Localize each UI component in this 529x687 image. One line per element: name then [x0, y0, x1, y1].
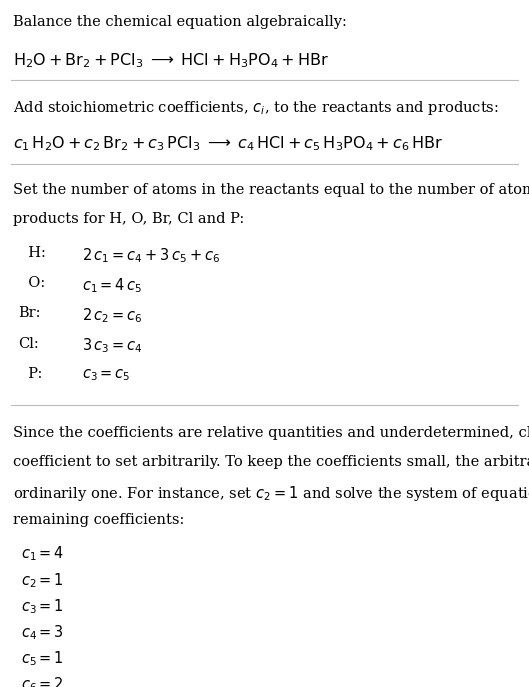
Text: ordinarily one. For instance, set $c_2 = 1$ and solve the system of equations fo: ordinarily one. For instance, set $c_2 =…	[13, 484, 529, 503]
Text: $c_2 = 1$: $c_2 = 1$	[21, 571, 64, 589]
Text: $c_1 = 4\,c_5$: $c_1 = 4\,c_5$	[82, 276, 142, 295]
Text: $\mathrm{H_2O + Br_2 + PCl_3 \;\longrightarrow\; HCl + H_3PO_4 + HBr}$: $\mathrm{H_2O + Br_2 + PCl_3 \;\longrigh…	[13, 51, 330, 69]
Text: $c_6 = 2$: $c_6 = 2$	[21, 675, 64, 687]
Text: $3\,c_3 = c_4$: $3\,c_3 = c_4$	[82, 337, 143, 355]
Text: H:: H:	[19, 246, 45, 260]
Text: $c_1\,\mathrm{H_2O} + c_2\,\mathrm{Br_2} + c_3\,\mathrm{PCl_3} \;\longrightarrow: $c_1\,\mathrm{H_2O} + c_2\,\mathrm{Br_2}…	[13, 135, 443, 153]
Text: Add stoichiometric coefficients, $c_i$, to the reactants and products:: Add stoichiometric coefficients, $c_i$, …	[13, 99, 499, 117]
Text: $c_4 = 3$: $c_4 = 3$	[21, 623, 64, 642]
Text: $2\,c_1 = c_4 + 3\,c_5 + c_6$: $2\,c_1 = c_4 + 3\,c_5 + c_6$	[82, 246, 220, 264]
Text: $c_5 = 1$: $c_5 = 1$	[21, 649, 64, 668]
Text: coefficient to set arbitrarily. To keep the coefficients small, the arbitrary va: coefficient to set arbitrarily. To keep …	[13, 455, 529, 469]
Text: products for H, O, Br, Cl and P:: products for H, O, Br, Cl and P:	[13, 212, 244, 225]
Text: remaining coefficients:: remaining coefficients:	[13, 513, 185, 526]
Text: $c_3 = 1$: $c_3 = 1$	[21, 597, 64, 616]
Text: Br:: Br:	[19, 306, 41, 320]
Text: O:: O:	[19, 276, 45, 290]
Text: Set the number of atoms in the reactants equal to the number of atoms in the: Set the number of atoms in the reactants…	[13, 183, 529, 196]
Text: Balance the chemical equation algebraically:: Balance the chemical equation algebraica…	[13, 15, 347, 29]
Text: P:: P:	[19, 367, 42, 381]
Text: Since the coefficients are relative quantities and underdetermined, choose a: Since the coefficients are relative quan…	[13, 426, 529, 440]
Text: $c_1 = 4$: $c_1 = 4$	[21, 545, 65, 563]
Text: $c_3 = c_5$: $c_3 = c_5$	[82, 367, 131, 383]
Text: $2\,c_2 = c_6$: $2\,c_2 = c_6$	[82, 306, 142, 325]
Text: Cl:: Cl:	[19, 337, 39, 350]
